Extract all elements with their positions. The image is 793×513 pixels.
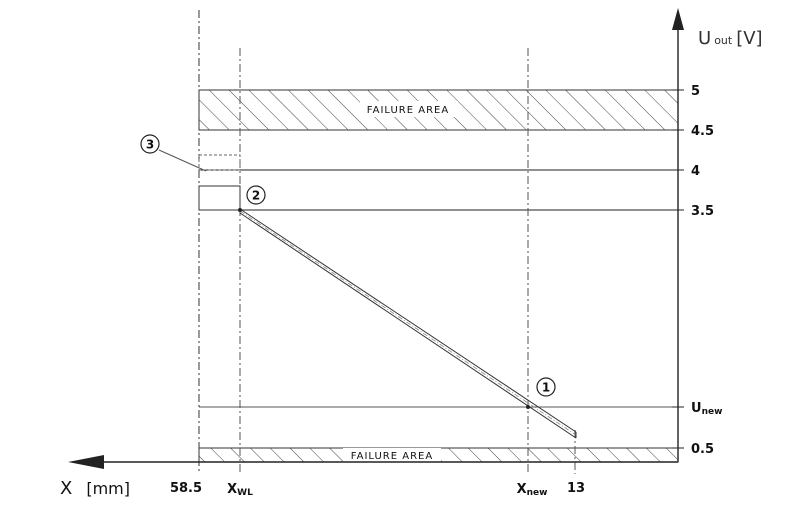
marker-3-leader: [158, 149, 207, 172]
characteristic-line-center: [239, 210, 577, 436]
marker-2-label: 2: [252, 189, 260, 203]
upper-failure-label: FAILURE AREA: [367, 105, 449, 116]
marker-3-box-dashed: [198, 154, 241, 171]
y-tick-4-5: 4.5: [691, 124, 714, 139]
y-tick-5: 5: [691, 84, 700, 99]
point-xnew-unew: [526, 405, 530, 409]
x-tick-xwl: XWL: [227, 482, 253, 498]
x-axis-title: X [mm]: [60, 478, 130, 499]
marker-1-label: 1: [542, 381, 550, 395]
marker-1-circle: [536, 377, 556, 397]
y-axis-arrow: [672, 8, 684, 30]
marker-3-label: 3: [146, 138, 154, 152]
x-tick-xnew: Xnew: [517, 482, 548, 498]
x-axis-arrow: [68, 455, 104, 469]
lower-failure-label: FAILURE AREA: [351, 451, 433, 462]
marker-3-circle: [140, 134, 160, 154]
x-tick-13: 13: [567, 481, 585, 496]
marker-2-circle: [246, 185, 266, 205]
x-tick-58-5: 58.5: [170, 481, 202, 496]
point-xwl-35: [238, 208, 242, 212]
y-tick-3-5: 3.5: [691, 204, 714, 219]
characteristic-line-lower: [239, 212, 577, 439]
marker-3-box: [198, 185, 241, 211]
characteristic-line-upper: [239, 208, 577, 433]
y-tick-4: 4: [691, 164, 700, 179]
y-tick-0-5: 0.5: [691, 442, 714, 457]
y-tick-unew: Unew: [691, 401, 722, 417]
